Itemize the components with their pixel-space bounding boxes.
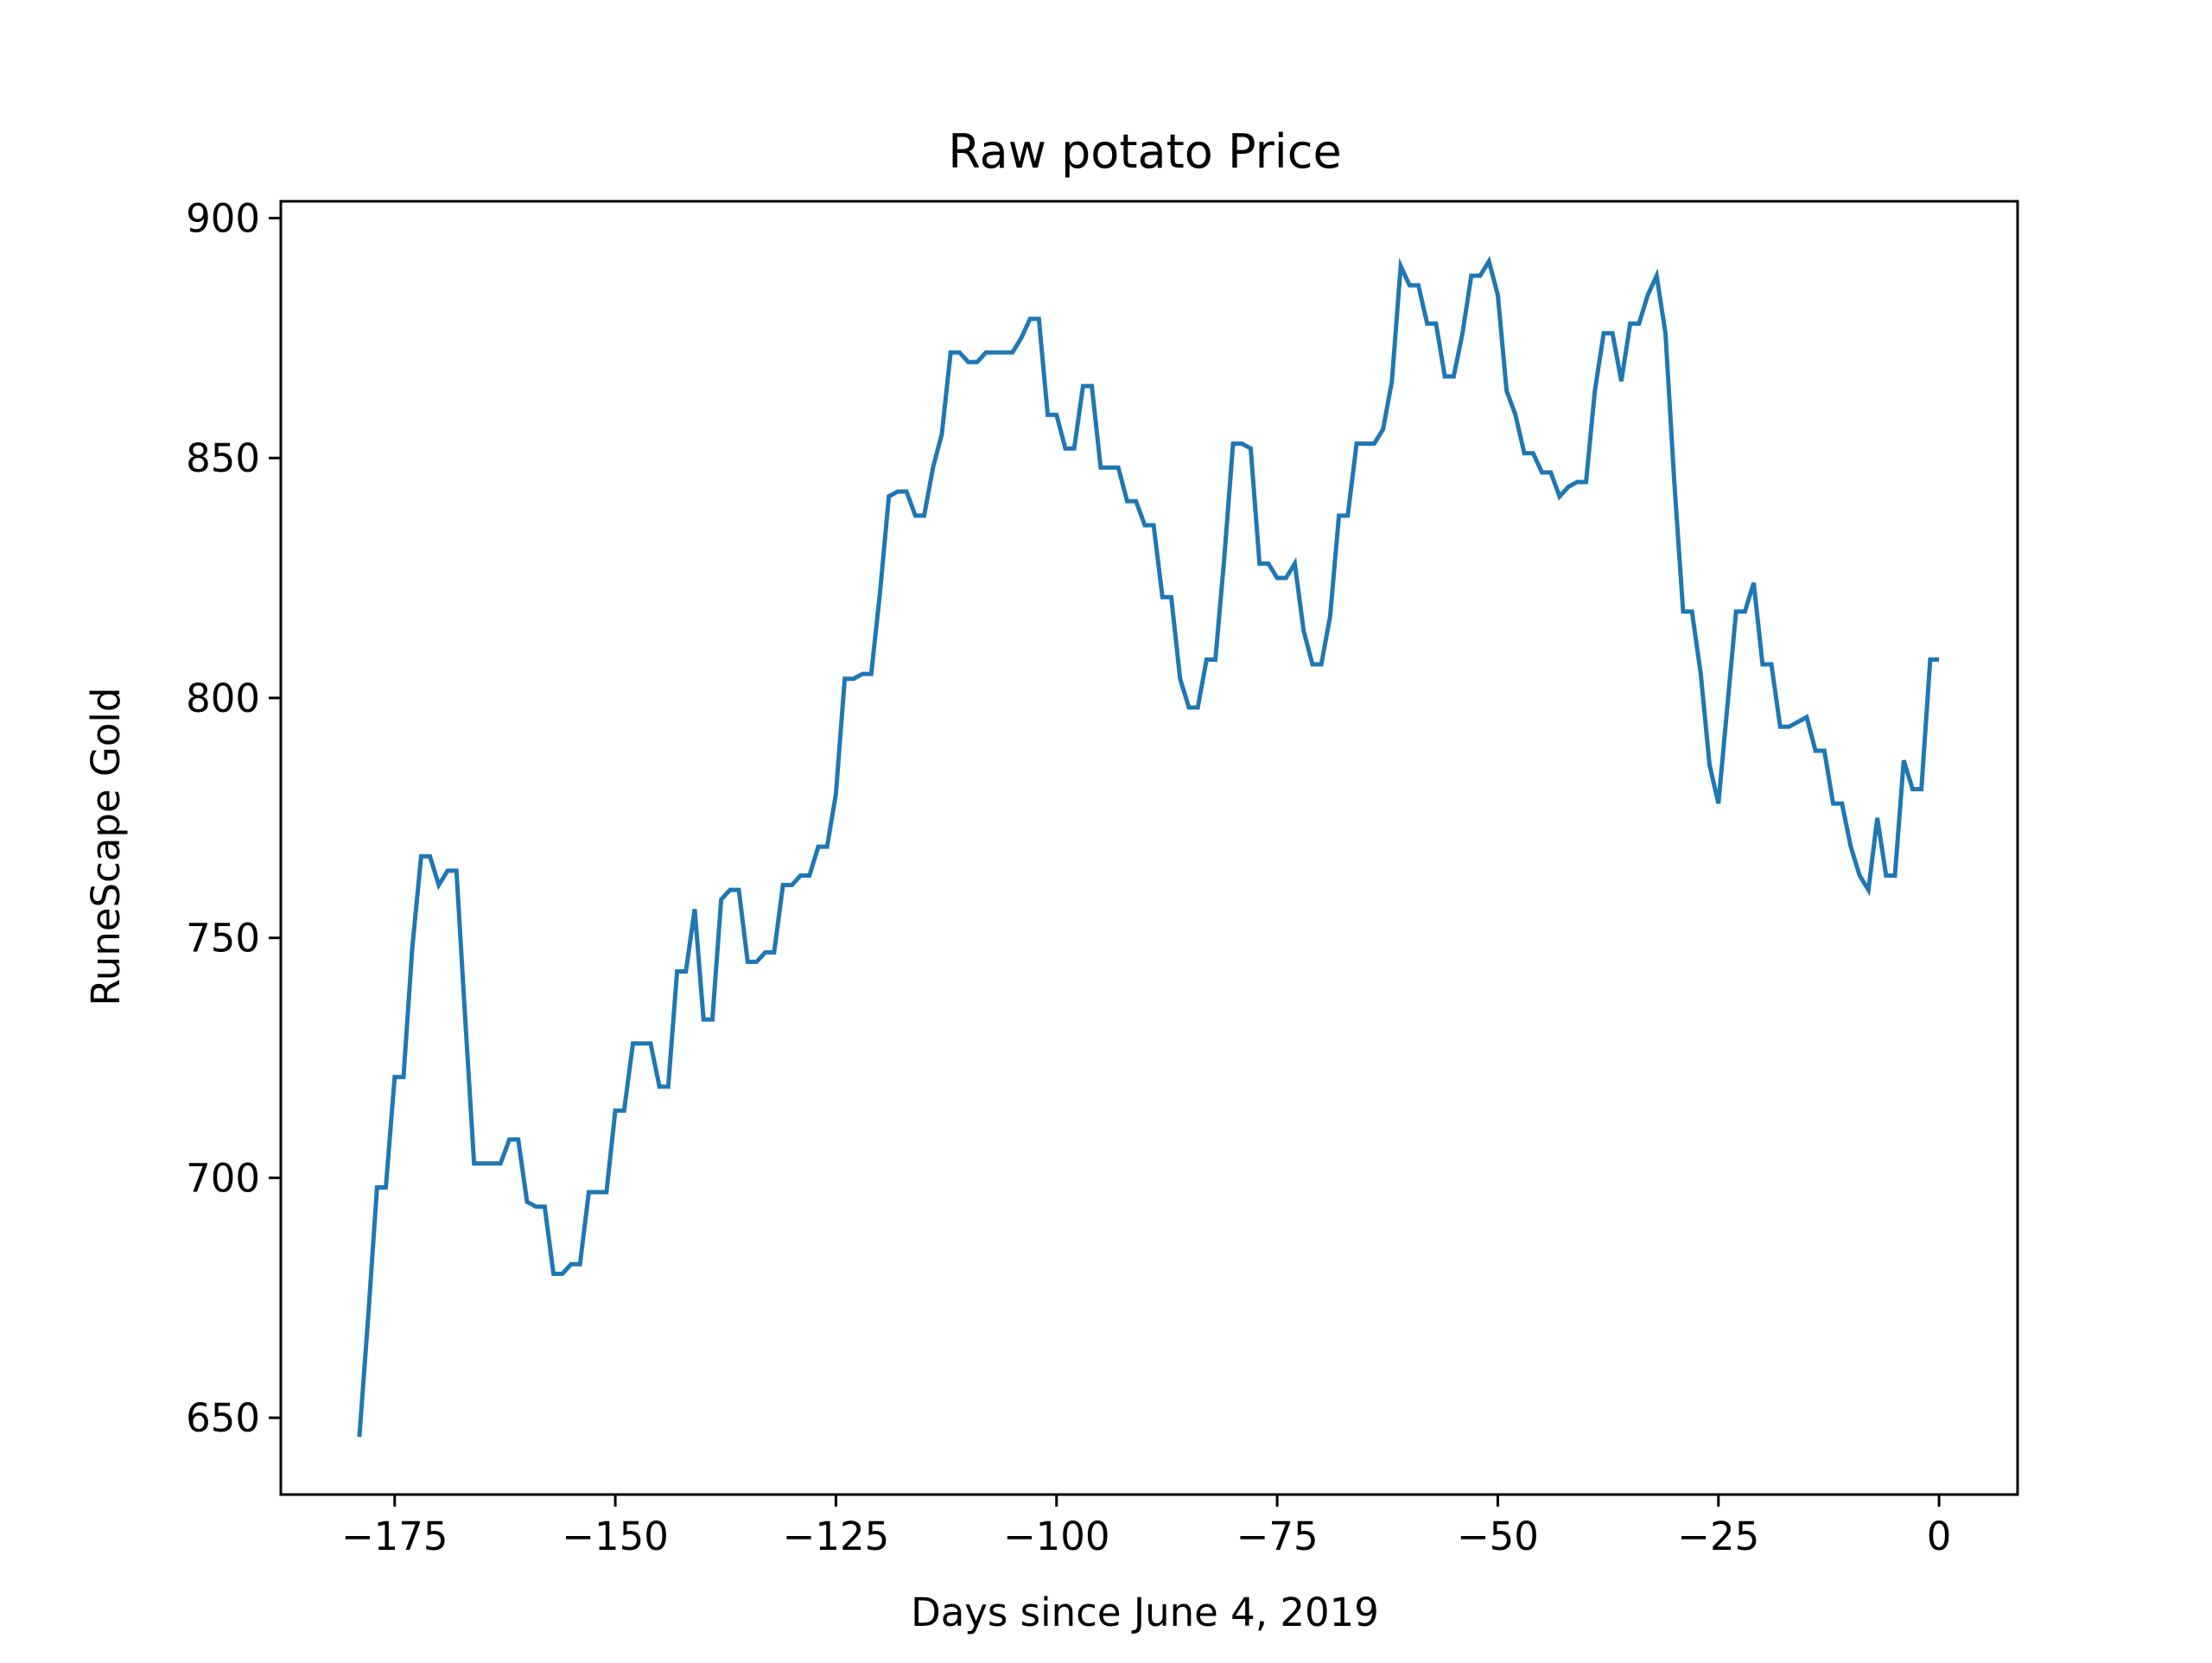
plot-area-frame	[279, 200, 2019, 1496]
price-series-line	[357, 256, 1940, 1438]
x-tick-label: −175	[341, 1514, 448, 1559]
x-axis-ticks: −175 −150 −125 −100 −75 −50 −25 0	[341, 1495, 1951, 1559]
x-tick-label: −75	[1236, 1514, 1319, 1559]
y-tick-label: 800	[186, 676, 260, 721]
y-tick-label: 750	[186, 916, 260, 962]
y-tick-label: 850	[186, 435, 260, 481]
x-tick-label: −25	[1677, 1514, 1759, 1559]
x-axis-label: Days since June 4, 2019	[911, 1590, 1379, 1635]
y-tick-label: 700	[186, 1155, 260, 1201]
x-tick-label: −100	[1003, 1514, 1110, 1559]
y-axis-label: RuneScape Gold	[83, 688, 129, 1006]
x-tick-label: −150	[562, 1514, 669, 1559]
x-tick-label: −125	[783, 1514, 890, 1559]
y-tick-label: 650	[186, 1395, 260, 1441]
x-tick-label: −50	[1457, 1514, 1539, 1559]
y-tick-label: 900	[186, 195, 260, 241]
chart-title: Raw potato Price	[948, 124, 1341, 179]
y-axis-ticks: 650 700 750 800 850 900	[186, 195, 281, 1441]
x-tick-label: 0	[1927, 1514, 1952, 1559]
